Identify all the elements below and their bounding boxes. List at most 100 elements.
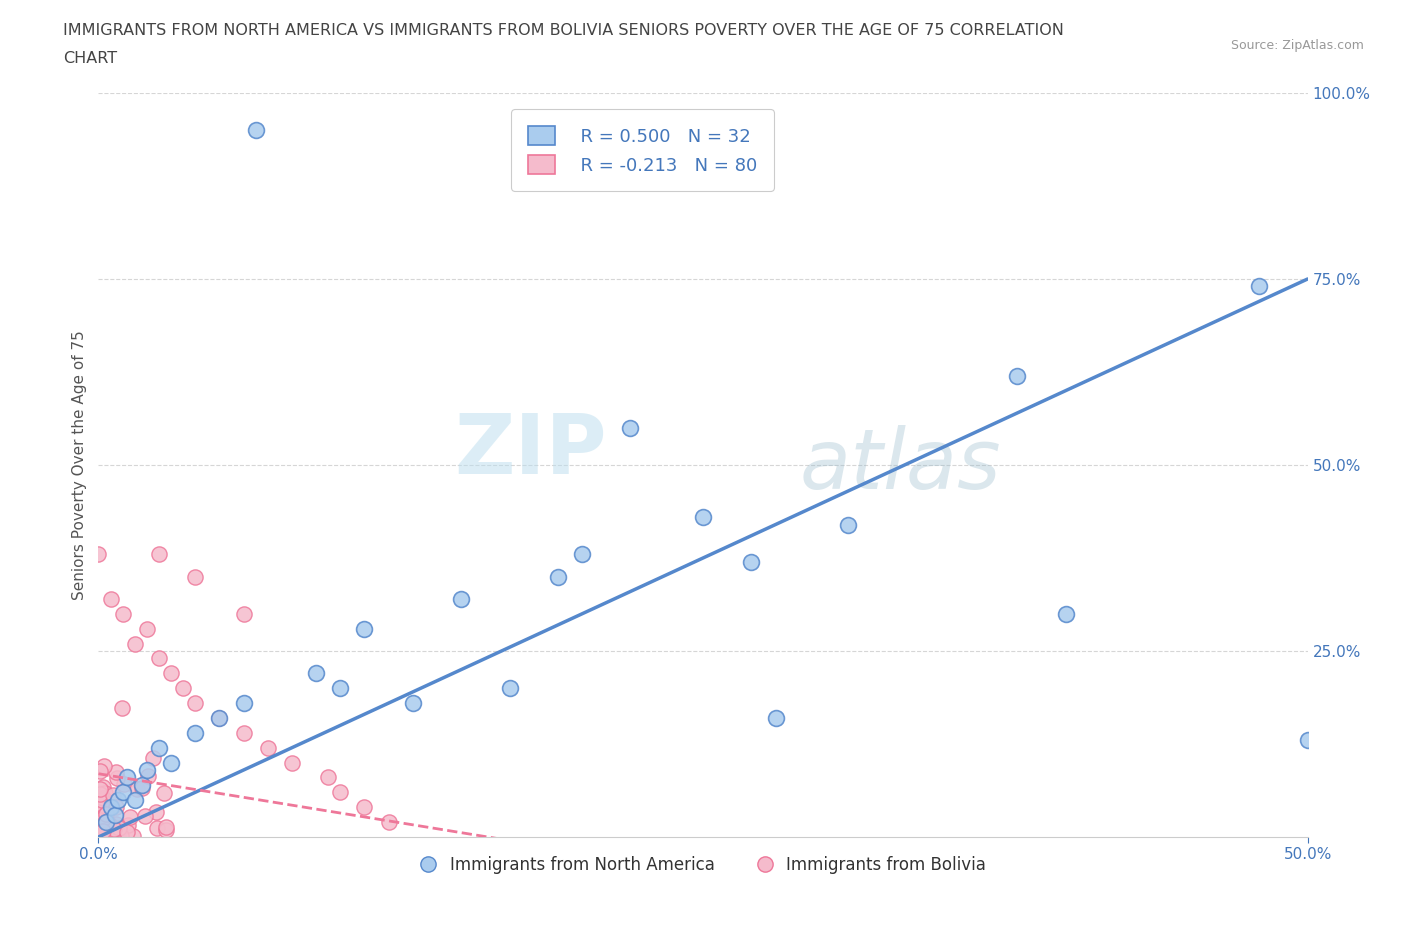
Point bbox=[111, 700, 134, 715]
Point bbox=[184, 696, 207, 711]
Point bbox=[93, 759, 115, 774]
Point bbox=[87, 547, 110, 562]
Point bbox=[124, 792, 146, 807]
Point bbox=[353, 621, 375, 636]
Point bbox=[94, 815, 117, 830]
Point bbox=[450, 591, 472, 606]
Point bbox=[98, 817, 121, 831]
Point bbox=[305, 666, 328, 681]
Point bbox=[402, 696, 425, 711]
Point bbox=[90, 829, 112, 844]
Point bbox=[148, 547, 170, 562]
Point bbox=[117, 817, 139, 832]
Point bbox=[98, 818, 121, 833]
Point bbox=[117, 770, 139, 785]
Point bbox=[89, 787, 111, 802]
Point bbox=[103, 822, 125, 837]
Point bbox=[90, 801, 112, 816]
Point bbox=[94, 786, 117, 801]
Point bbox=[89, 825, 111, 840]
Point bbox=[316, 770, 339, 785]
Point bbox=[547, 569, 569, 584]
Point bbox=[145, 805, 167, 820]
Point bbox=[232, 606, 254, 621]
Point bbox=[117, 824, 139, 839]
Point bbox=[100, 591, 122, 606]
Point bbox=[89, 818, 111, 833]
Point bbox=[90, 819, 112, 834]
Point bbox=[91, 793, 114, 808]
Point bbox=[89, 786, 111, 801]
Point bbox=[108, 821, 131, 836]
Point bbox=[101, 800, 124, 815]
Point bbox=[135, 621, 157, 636]
Point bbox=[135, 763, 157, 777]
Point bbox=[105, 817, 128, 831]
Point bbox=[142, 751, 165, 765]
Point bbox=[96, 828, 118, 843]
Point bbox=[89, 781, 111, 796]
Point bbox=[232, 725, 254, 740]
Point bbox=[184, 569, 207, 584]
Point bbox=[1296, 733, 1319, 748]
Point bbox=[377, 815, 399, 830]
Point bbox=[101, 828, 124, 843]
Point bbox=[100, 800, 122, 815]
Point bbox=[498, 681, 520, 696]
Text: Source: ZipAtlas.com: Source: ZipAtlas.com bbox=[1230, 39, 1364, 52]
Point bbox=[94, 826, 117, 841]
Text: atlas: atlas bbox=[800, 424, 1001, 506]
Point bbox=[94, 807, 117, 822]
Point bbox=[692, 510, 714, 525]
Point bbox=[160, 755, 183, 770]
Point bbox=[353, 800, 375, 815]
Point bbox=[100, 800, 122, 815]
Point bbox=[155, 823, 177, 838]
Point bbox=[208, 711, 231, 725]
Point bbox=[152, 786, 174, 801]
Point bbox=[110, 829, 132, 844]
Point bbox=[131, 777, 153, 792]
Point bbox=[208, 711, 231, 725]
Point bbox=[245, 123, 267, 138]
Point bbox=[1054, 606, 1077, 621]
Point bbox=[329, 785, 352, 800]
Point bbox=[91, 792, 114, 807]
Point bbox=[160, 666, 183, 681]
Point bbox=[91, 790, 114, 805]
Point bbox=[232, 696, 254, 711]
Point bbox=[89, 764, 111, 778]
Point bbox=[94, 806, 117, 821]
Point bbox=[101, 788, 124, 803]
Point bbox=[91, 827, 114, 842]
Point bbox=[122, 829, 145, 844]
Point bbox=[329, 681, 352, 696]
Point bbox=[105, 828, 128, 843]
Point bbox=[120, 809, 142, 824]
Point bbox=[91, 779, 114, 794]
Point bbox=[94, 817, 117, 832]
Y-axis label: Seniors Poverty Over the Age of 75: Seniors Poverty Over the Age of 75 bbox=[72, 330, 87, 600]
Point bbox=[111, 785, 134, 800]
Point bbox=[105, 800, 128, 815]
Text: CHART: CHART bbox=[63, 51, 117, 66]
Point bbox=[104, 764, 127, 779]
Point bbox=[94, 814, 117, 829]
Point bbox=[1007, 368, 1029, 383]
Point bbox=[131, 780, 153, 795]
Point bbox=[136, 768, 159, 783]
Point bbox=[256, 740, 278, 755]
Point bbox=[98, 826, 121, 841]
Point bbox=[740, 554, 762, 569]
Point bbox=[1249, 279, 1271, 294]
Point bbox=[148, 740, 170, 755]
Text: ZIP: ZIP bbox=[454, 409, 606, 491]
Point bbox=[172, 681, 194, 696]
Point bbox=[145, 820, 167, 835]
Point bbox=[89, 813, 111, 828]
Point bbox=[105, 770, 128, 785]
Point bbox=[155, 819, 177, 834]
Point bbox=[765, 711, 787, 725]
Point bbox=[281, 755, 304, 770]
Point bbox=[124, 636, 146, 651]
